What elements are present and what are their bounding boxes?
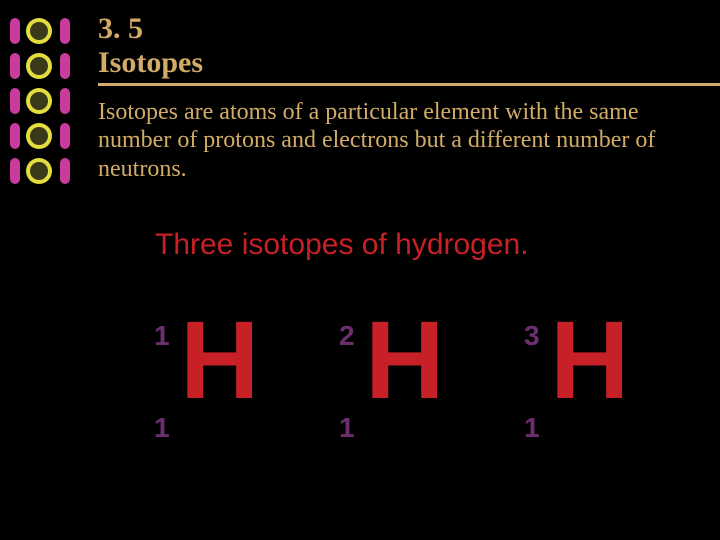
element-symbol: H (365, 306, 444, 416)
bullet-strip (10, 14, 80, 189)
slide-paragraph: Isotopes are atoms of a particular eleme… (98, 98, 668, 183)
atomic-number: 1 (339, 412, 355, 444)
element-symbol: H (550, 306, 629, 416)
mass-number: 1 (154, 320, 170, 352)
slide-subheading: Three isotopes of hydrogen. (155, 228, 529, 262)
element-symbol: H (180, 306, 259, 416)
slide-title: 3. 5 Isotopes (98, 12, 720, 86)
isotope-row: 11H21H31H (150, 320, 670, 460)
bullet-icon (10, 49, 70, 83)
bullet-icon (10, 119, 70, 153)
mass-number: 2 (339, 320, 355, 352)
slide: 3. 5 Isotopes Isotopes are atoms of a pa… (0, 0, 720, 540)
isotope: 21H (335, 320, 485, 460)
atomic-number: 1 (154, 412, 170, 444)
isotope: 31H (520, 320, 670, 460)
bullet-icon (10, 154, 70, 188)
bullet-icon (10, 14, 70, 48)
mass-number: 3 (524, 320, 540, 352)
atomic-number: 1 (524, 412, 540, 444)
bullet-icon (10, 84, 70, 118)
isotope: 11H (150, 320, 300, 460)
